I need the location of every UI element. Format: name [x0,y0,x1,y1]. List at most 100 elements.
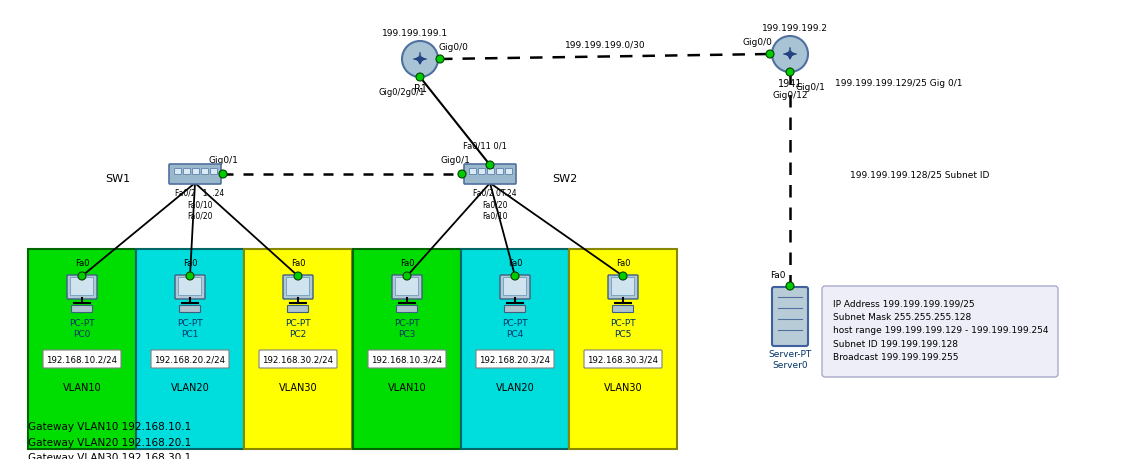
FancyBboxPatch shape [183,169,191,175]
FancyBboxPatch shape [353,249,461,449]
Text: PC-PT: PC-PT [177,318,202,327]
Text: PC-PT: PC-PT [610,318,636,327]
Text: 199.199.199.2: 199.199.199.2 [762,24,828,33]
FancyBboxPatch shape [499,275,530,299]
Text: Fa0: Fa0 [507,258,522,268]
FancyBboxPatch shape [287,278,310,296]
FancyBboxPatch shape [192,169,200,175]
FancyBboxPatch shape [67,275,97,299]
Text: Gig0/2g0/1: Gig0/2g0/1 [379,88,425,97]
Text: PC-PT: PC-PT [394,318,420,327]
FancyBboxPatch shape [180,306,200,313]
FancyBboxPatch shape [504,278,527,296]
Text: PC0: PC0 [73,329,90,338]
FancyBboxPatch shape [461,249,570,449]
Text: Gig0/1: Gig0/1 [440,156,470,165]
FancyBboxPatch shape [210,169,217,175]
Text: R1: R1 [414,84,426,94]
FancyBboxPatch shape [570,249,677,449]
Text: Gig0/12: Gig0/12 [772,91,808,100]
Text: IP Address 199.199.199.199/25
Subnet Mask 255.255.255.128
host range 199.199.199: IP Address 199.199.199.199/25 Subnet Mas… [833,299,1049,361]
Text: 199.199.199.129/25 Gig 0/1: 199.199.199.129/25 Gig 0/1 [835,79,963,88]
FancyBboxPatch shape [179,278,201,296]
Circle shape [186,272,194,280]
Text: VLAN20: VLAN20 [496,382,534,392]
Text: Fa0/2 0T.24
Fa0/20
Fa0/10: Fa0/2 0T.24 Fa0/20 Fa0/10 [473,189,516,220]
Text: 199.199.199.0/30: 199.199.199.0/30 [565,41,645,50]
Text: Fa0: Fa0 [616,258,631,268]
Circle shape [416,74,424,82]
FancyBboxPatch shape [71,306,93,313]
FancyBboxPatch shape [772,287,808,346]
Text: PC-PT: PC-PT [69,318,95,327]
Circle shape [78,272,86,280]
Text: Server-PT: Server-PT [768,349,811,358]
Circle shape [772,37,808,73]
Text: PC-PT: PC-PT [285,318,311,327]
FancyBboxPatch shape [151,350,229,368]
FancyBboxPatch shape [392,275,421,299]
Text: Gig0/0: Gig0/0 [742,38,772,47]
FancyBboxPatch shape [487,169,495,175]
Text: VLAN30: VLAN30 [603,382,642,392]
Text: VLAN10: VLAN10 [388,382,426,392]
Text: Fa0: Fa0 [183,258,198,268]
Text: 192.168.10.2/24: 192.168.10.2/24 [46,355,118,364]
FancyBboxPatch shape [175,275,205,299]
Text: PC5: PC5 [615,329,632,338]
Text: Gateway VLAN10 192.168.10.1
Gateway VLAN20 192.168.20.1
Gateway VLAN30 192.168.3: Gateway VLAN10 192.168.10.1 Gateway VLAN… [28,421,191,459]
Text: PC3: PC3 [398,329,416,338]
Text: 1941: 1941 [777,79,802,89]
Text: SW2: SW2 [551,174,577,184]
FancyBboxPatch shape [476,350,554,368]
Circle shape [511,272,519,280]
Text: Fa0/11 0/1: Fa0/11 0/1 [463,142,507,151]
FancyBboxPatch shape [174,169,182,175]
Circle shape [458,171,466,179]
Text: PC1: PC1 [181,329,199,338]
FancyBboxPatch shape [136,249,244,449]
Circle shape [403,272,411,280]
Circle shape [219,171,227,179]
Circle shape [766,51,774,59]
Circle shape [619,272,627,280]
FancyBboxPatch shape [287,306,308,313]
Circle shape [486,162,494,170]
Circle shape [786,282,794,291]
Text: 199.199.199.1: 199.199.199.1 [382,29,449,38]
FancyBboxPatch shape [396,278,418,296]
Circle shape [294,272,302,280]
Text: 192.168.30.2/24: 192.168.30.2/24 [262,355,333,364]
FancyBboxPatch shape [584,350,662,368]
FancyBboxPatch shape [504,306,525,313]
FancyBboxPatch shape [505,169,513,175]
FancyBboxPatch shape [70,278,94,296]
Text: VLAN10: VLAN10 [62,382,102,392]
FancyBboxPatch shape [259,350,337,368]
Text: Fa0: Fa0 [75,258,89,268]
Text: PC-PT: PC-PT [502,318,528,327]
Text: SW1: SW1 [105,174,130,184]
Text: PC2: PC2 [289,329,306,338]
Circle shape [436,56,444,64]
FancyBboxPatch shape [469,169,477,175]
Text: Fa0/2   1  .24
Fa0/10
Fa0/20: Fa0/2 1 .24 Fa0/10 Fa0/20 [175,189,225,220]
FancyBboxPatch shape [170,165,221,185]
Text: Gig0/1: Gig0/1 [796,83,825,92]
Text: 199.199.199.128/25 Subnet ID: 199.199.199.128/25 Subnet ID [850,170,990,179]
FancyBboxPatch shape [28,249,136,449]
Text: Gig0/1: Gig0/1 [208,156,238,165]
Text: 192.168.30.3/24: 192.168.30.3/24 [588,355,659,364]
Text: Server0: Server0 [772,360,808,369]
FancyBboxPatch shape [43,350,121,368]
Text: Fa0: Fa0 [771,270,785,280]
FancyBboxPatch shape [612,306,634,313]
Text: 192.168.20.2/24: 192.168.20.2/24 [155,355,226,364]
Text: VLAN20: VLAN20 [171,382,209,392]
Text: Fa0: Fa0 [290,258,305,268]
FancyBboxPatch shape [478,169,486,175]
FancyBboxPatch shape [496,169,504,175]
FancyBboxPatch shape [822,286,1058,377]
FancyBboxPatch shape [611,278,635,296]
Circle shape [402,42,438,78]
